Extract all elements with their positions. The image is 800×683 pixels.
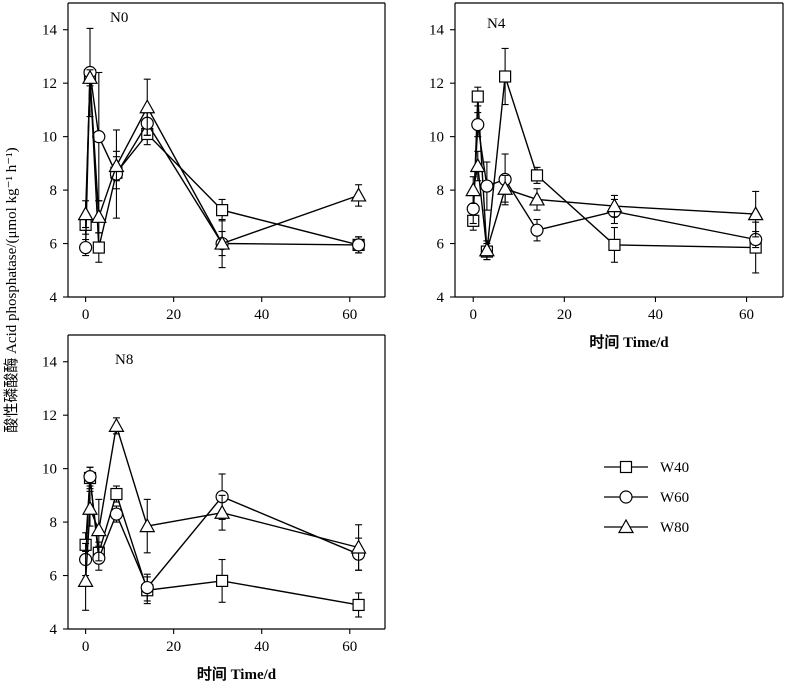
data-point bbox=[350, 187, 367, 202]
y-tick-label: 8 bbox=[50, 183, 58, 199]
panel-label: N8 bbox=[115, 352, 133, 368]
x-tick-label: 60 bbox=[739, 307, 754, 323]
legend-item-w40: W40 bbox=[604, 460, 689, 476]
data-point bbox=[77, 205, 94, 221]
y-tick-label: 6 bbox=[50, 237, 58, 253]
x-tick-label: 0 bbox=[82, 307, 90, 323]
x-axis-title: 时间 Time/d bbox=[197, 665, 277, 683]
x-tick-label: 0 bbox=[82, 639, 90, 655]
x-tick-label: 20 bbox=[557, 307, 572, 323]
data-point bbox=[92, 130, 106, 144]
data-point bbox=[83, 470, 97, 484]
series-w40 bbox=[467, 47, 762, 274]
data-point bbox=[215, 574, 229, 587]
panel-n8: 4 6 8 10 12 14 0 20 40 60 N8 时间 Time/d bbox=[42, 334, 386, 683]
x-tick-label: 60 bbox=[342, 307, 357, 323]
data-point bbox=[471, 118, 485, 132]
x-tick-label: 40 bbox=[254, 639, 269, 655]
y-tick-label: 12 bbox=[429, 76, 444, 92]
legend-label: W80 bbox=[660, 520, 689, 536]
data-point bbox=[92, 241, 105, 254]
panel-label: N0 bbox=[110, 10, 128, 26]
data-point bbox=[478, 241, 495, 257]
panel-label: N4 bbox=[487, 16, 506, 32]
data-point bbox=[497, 180, 514, 195]
data-point bbox=[352, 598, 365, 612]
data-point bbox=[350, 539, 367, 554]
data-point bbox=[351, 238, 366, 252]
panel-n4: 4 6 8 10 12 14 0 20 40 60 N4 时间 Time/d bbox=[429, 2, 784, 351]
y-tick-label: 14 bbox=[42, 23, 58, 39]
y-tick-label: 14 bbox=[429, 23, 445, 39]
data-point bbox=[214, 235, 231, 250]
legend-marker bbox=[619, 490, 633, 504]
x-tick-label: 40 bbox=[254, 307, 269, 323]
data-point bbox=[139, 99, 156, 114]
x-tick-label: 0 bbox=[469, 307, 477, 323]
data-point bbox=[79, 240, 93, 255]
x-axis-title: 时间 Time/d bbox=[589, 333, 669, 351]
y-tick-label: 8 bbox=[437, 183, 445, 199]
data-point bbox=[110, 487, 123, 501]
legend: W40 W60 W80 bbox=[604, 460, 689, 536]
data-point bbox=[90, 208, 107, 223]
data-point bbox=[215, 204, 229, 217]
legend-label: W60 bbox=[660, 490, 689, 506]
legend-item-w80: W80 bbox=[604, 518, 689, 536]
data-point bbox=[466, 202, 480, 216]
y-tick-label: 10 bbox=[42, 130, 57, 146]
data-point bbox=[140, 580, 154, 595]
y-tick-label: 10 bbox=[429, 130, 444, 146]
data-point bbox=[81, 69, 99, 84]
data-point bbox=[469, 157, 486, 173]
y-tick-label: 4 bbox=[437, 290, 445, 306]
x-tick-label: 20 bbox=[166, 307, 181, 323]
data-point bbox=[480, 179, 494, 193]
x-tick-label: 60 bbox=[342, 639, 357, 655]
legend-marker bbox=[617, 518, 635, 534]
data-point bbox=[471, 90, 484, 103]
legend-item-w60: W60 bbox=[604, 490, 689, 506]
data-point bbox=[528, 191, 546, 206]
y-tick-label: 14 bbox=[42, 355, 58, 371]
legend-marker bbox=[619, 460, 633, 474]
panel-n0: 4 6 8 10 12 14 0 20 40 60 N0 bbox=[42, 2, 386, 323]
data-point bbox=[108, 157, 125, 173]
data-point bbox=[747, 205, 764, 221]
data-point bbox=[81, 500, 99, 515]
series-w80 bbox=[77, 69, 367, 257]
data-point bbox=[139, 517, 156, 533]
y-tick-label: 6 bbox=[50, 569, 58, 585]
series-line bbox=[472, 76, 756, 252]
y-tick-label: 8 bbox=[50, 515, 58, 531]
y-tick-label: 10 bbox=[42, 462, 57, 478]
data-point bbox=[108, 417, 125, 432]
x-tick-label: 40 bbox=[648, 307, 663, 323]
y-axis-title: 酸性磷酸酶 Acid phosphatase/(μmol kg⁻¹ h⁻¹) bbox=[3, 147, 20, 432]
data-point bbox=[608, 238, 621, 251]
y-tick-label: 12 bbox=[42, 76, 57, 92]
y-tick-label: 12 bbox=[42, 408, 57, 424]
data-point bbox=[465, 181, 482, 197]
y-tick-label: 6 bbox=[437, 237, 445, 253]
y-tick-label: 4 bbox=[50, 622, 58, 638]
data-point bbox=[530, 223, 544, 237]
series-w80 bbox=[77, 417, 367, 611]
data-point bbox=[109, 507, 124, 521]
data-point bbox=[214, 504, 231, 519]
legend-label: W40 bbox=[660, 460, 689, 476]
data-point bbox=[499, 70, 512, 83]
series-w80 bbox=[465, 150, 764, 261]
data-point bbox=[530, 169, 544, 182]
y-tick-label: 4 bbox=[50, 290, 58, 306]
x-tick-label: 20 bbox=[166, 639, 181, 655]
data-point bbox=[77, 572, 94, 587]
data-point bbox=[90, 521, 107, 537]
data-point bbox=[606, 197, 623, 213]
